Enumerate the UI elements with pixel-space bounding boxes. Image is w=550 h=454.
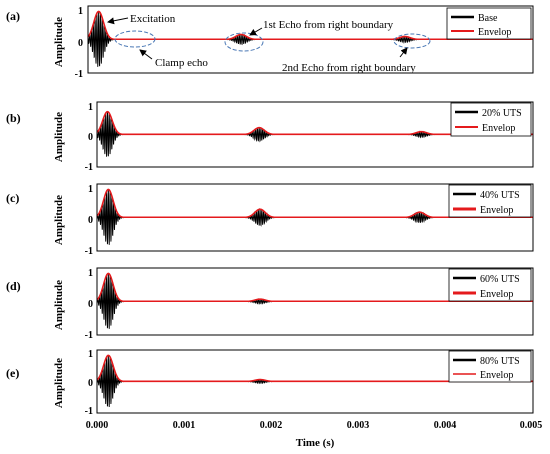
plot-frame (96, 183, 534, 252)
plot-frame (96, 101, 534, 168)
x-tick-label: 0.003 (347, 420, 370, 431)
panel-c: (c) Amplitude 1 0 -1 40% UTS Envelop (6, 183, 534, 257)
second-echo-arrow (399, 47, 408, 58)
legend-box (448, 268, 532, 302)
y-tick-label: -1 (75, 69, 83, 80)
y-axis-label: Amplitude (53, 112, 65, 162)
first-echo-ellipse (224, 32, 264, 52)
legend-label-signal: 60% UTS (480, 274, 520, 285)
first-echo-arrow (249, 27, 263, 36)
legend-box (448, 350, 532, 383)
legend-label-envelope: Envelop (478, 27, 511, 38)
panel-label: (c) (6, 191, 19, 205)
y-tick-label: 1 (88, 102, 93, 113)
legend-label-signal: Base (478, 13, 498, 24)
x-tick-label: 0.000 (86, 420, 109, 431)
y-tick-label: 0 (88, 299, 93, 310)
legend-box (448, 184, 532, 218)
y-axis-label: Amplitude (53, 280, 65, 330)
x-tick-label: 0.004 (434, 420, 457, 431)
second-echo-ellipse (393, 33, 431, 49)
x-tick-label: 0.001 (173, 420, 196, 431)
annotation-first-echo: 1st Echo from right boundary (263, 19, 394, 31)
x-axis-label: Time (s) (296, 437, 335, 449)
legend-box (446, 7, 532, 40)
clamp-echo-arrow (139, 49, 153, 60)
y-tick-label: 0 (78, 38, 83, 49)
legend-box (450, 102, 532, 137)
y-axis-label: Amplitude (53, 17, 65, 67)
legend-label-envelope: Envelop (480, 205, 513, 216)
annotation-clamp-echo: Clamp echo (155, 57, 208, 69)
legend-label-signal: 40% UTS (480, 190, 520, 201)
plot-frame (96, 349, 534, 414)
y-tick-label: -1 (85, 246, 93, 257)
panel-a: (a) Amplitude 1 0 -1 Excitation Clamp ec… (6, 5, 534, 80)
panel-label: (e) (6, 366, 19, 380)
panel-e: (e) Amplitude 1 0 -1 80% UTS Envelop (6, 349, 534, 417)
panel-d: (d) Amplitude 1 0 -1 60% UTS Envelop (6, 267, 534, 341)
x-axis: 0.000 0.001 0.002 0.003 0.004 0.005 Time… (86, 420, 543, 449)
y-tick-label: 1 (88, 349, 93, 360)
y-tick-label: -1 (85, 406, 93, 417)
annotation-excitation: Excitation (130, 13, 176, 25)
y-tick-label: 0 (88, 378, 93, 389)
panel-label: (b) (6, 111, 21, 125)
y-tick-label: 0 (88, 215, 93, 226)
panel-label: (a) (6, 9, 20, 23)
legend-label-envelope: Envelop (482, 123, 515, 134)
y-axis-label: Amplitude (53, 358, 65, 408)
y-tick-label: 0 (88, 132, 93, 143)
legend-label-envelope: Envelop (480, 289, 513, 300)
legend-label-envelope: Envelop (480, 370, 513, 381)
excitation-arrow (107, 17, 129, 25)
clamp-echo-ellipse (114, 30, 156, 48)
annotation-second-echo: 2nd Echo from right boundary (282, 62, 416, 74)
y-tick-label: -1 (85, 162, 93, 173)
y-tick-label: -1 (85, 330, 93, 341)
plot-frame (87, 5, 534, 74)
x-tick-label: 0.005 (520, 420, 543, 431)
y-tick-label: 1 (88, 268, 93, 279)
y-tick-label: 1 (78, 6, 83, 17)
x-tick-label: 0.002 (260, 420, 283, 431)
legend-label-signal: 20% UTS (482, 108, 522, 119)
y-tick-label: 1 (88, 184, 93, 195)
legend-label-signal: 80% UTS (480, 356, 520, 367)
panel-label: (d) (6, 279, 21, 293)
plot-frame (96, 267, 534, 336)
panel-b: (b) Amplitude 1 0 -1 20% UTS Envelop (6, 101, 534, 173)
y-axis-label: Amplitude (53, 195, 65, 245)
